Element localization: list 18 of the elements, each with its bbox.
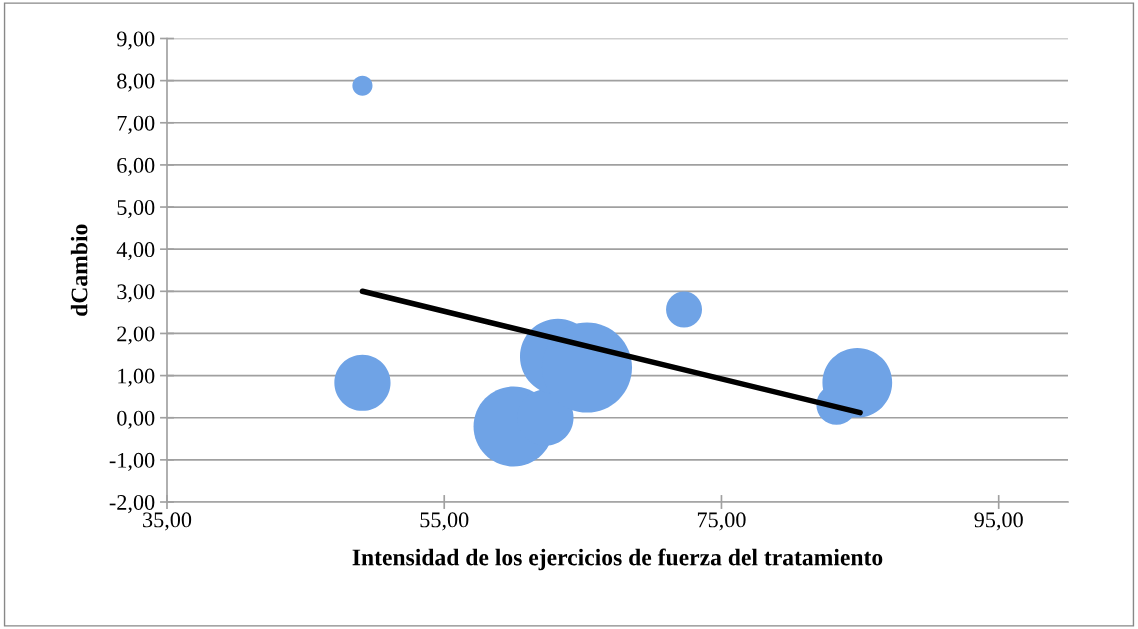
x-tick-label: 35,00 xyxy=(143,512,192,531)
y-tick-label: 7,00 xyxy=(117,115,155,134)
y-tick-label: 3,00 xyxy=(117,284,155,303)
y-tick-label: 9,00 xyxy=(117,31,155,50)
y-tick-label: 4,00 xyxy=(116,242,155,261)
x-tick-label: 75,00 xyxy=(697,512,746,531)
x-axis-title: Intensidad de los ejercicios de fuerza del tratamiento xyxy=(352,548,883,571)
x-tick-label: 55,00 xyxy=(420,512,469,531)
x-tick-label: 95,00 xyxy=(974,512,1023,531)
y-tick-label: 8,00 xyxy=(117,73,155,92)
y-tick-label: 0,00 xyxy=(117,410,155,429)
y-tick-label: 1,00 xyxy=(118,368,155,387)
y-tick-label: 5,00 xyxy=(117,199,155,219)
y-tick-label: 2,00 xyxy=(117,326,155,345)
y-tick-label: 6,00 xyxy=(117,157,155,177)
y-tick-label: -1,00 xyxy=(109,452,155,471)
y-tick-label: -2,00 xyxy=(109,494,155,514)
y-axis-title: dCambio xyxy=(70,224,88,316)
